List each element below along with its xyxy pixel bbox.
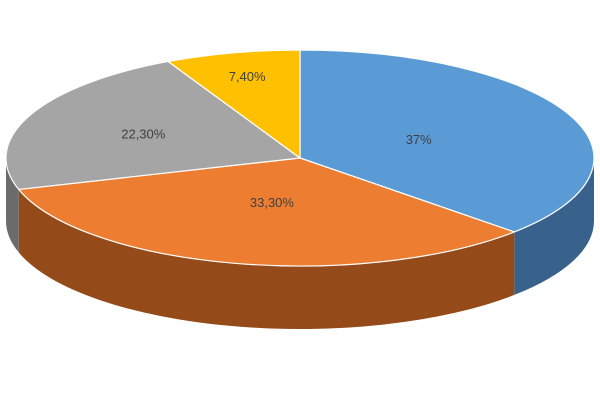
pie-label-layer: 37% 33,30% 22,30% 7,40% xyxy=(121,69,432,210)
pie-slice-side-3 xyxy=(6,158,19,253)
pie-slice-label-2: 33,30% xyxy=(250,195,295,210)
pie-top-layer xyxy=(5,49,595,267)
pie-slice-label-4: 7,40% xyxy=(229,69,266,84)
pie-slice-1 xyxy=(299,49,595,233)
pie-slice-3 xyxy=(5,60,301,191)
pie-side-layer xyxy=(6,158,594,329)
pie-slice-label-1: 37% xyxy=(406,132,432,147)
pie-slice-label-3: 22,30% xyxy=(121,126,166,141)
pie-slice-side-1 xyxy=(514,158,594,295)
pie-slice-4 xyxy=(167,49,301,159)
pie-slice-side-2 xyxy=(18,189,515,329)
pie-slice-2 xyxy=(18,157,515,267)
